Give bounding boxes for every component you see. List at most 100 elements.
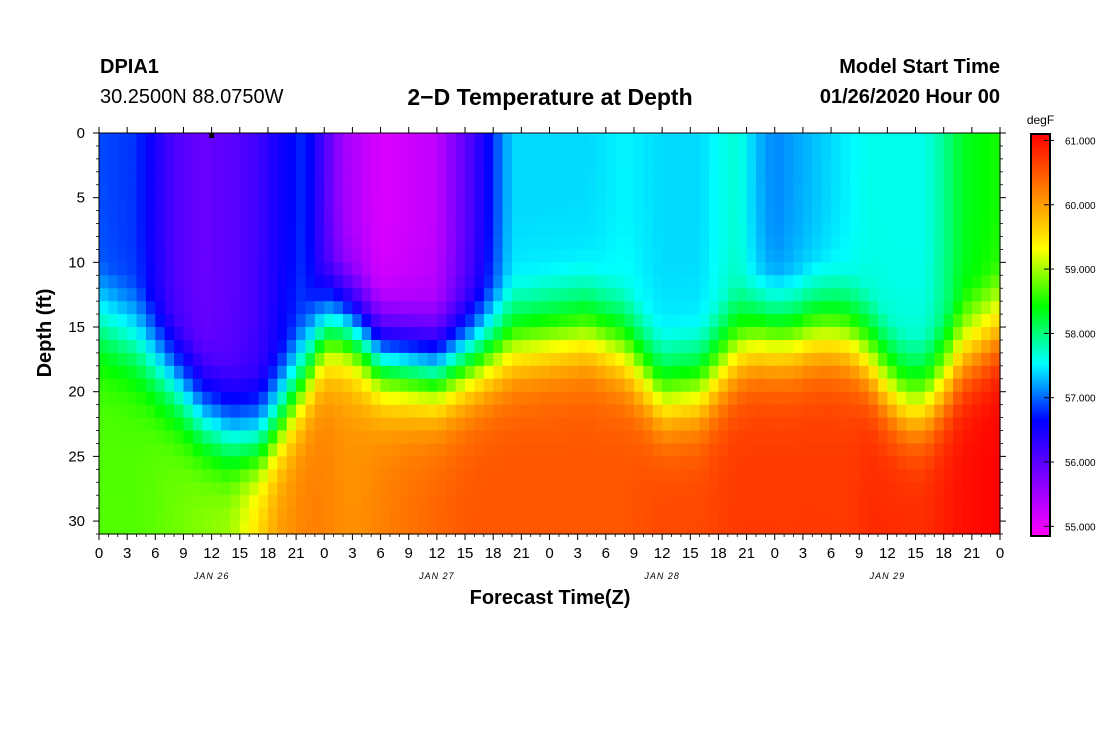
heatmap-cell bbox=[981, 197, 992, 212]
heatmap-cell bbox=[915, 327, 926, 341]
heatmap-cell bbox=[868, 482, 879, 496]
heatmap-cell bbox=[971, 327, 982, 341]
heatmap-cell bbox=[258, 197, 269, 212]
heatmap-cell bbox=[680, 443, 691, 457]
heatmap-cell bbox=[746, 145, 757, 160]
heatmap-cell bbox=[887, 456, 898, 470]
heatmap-cell bbox=[690, 352, 701, 367]
heatmap-cell bbox=[267, 288, 278, 302]
heatmap-cell bbox=[577, 288, 588, 302]
heatmap-cell bbox=[371, 404, 382, 419]
heatmap-cell bbox=[511, 327, 522, 341]
heatmap-cell bbox=[333, 288, 344, 302]
heatmap-cell bbox=[324, 158, 335, 173]
heatmap-cell bbox=[906, 391, 917, 406]
heatmap-cell bbox=[924, 417, 935, 432]
heatmap-cell bbox=[605, 495, 616, 509]
heatmap-cell bbox=[455, 327, 466, 341]
heatmap-cell bbox=[267, 495, 278, 509]
heatmap-cell bbox=[746, 197, 757, 212]
heatmap-cell bbox=[530, 339, 541, 354]
heatmap-cell bbox=[953, 158, 964, 173]
heatmap-cell bbox=[577, 197, 588, 212]
heatmap-cell bbox=[652, 391, 663, 406]
heatmap-cell bbox=[361, 391, 372, 406]
heatmap-cell bbox=[540, 145, 551, 160]
heatmap-cell bbox=[906, 404, 917, 419]
heatmap-cell bbox=[202, 339, 213, 354]
heatmap-cell bbox=[99, 482, 109, 496]
heatmap-cell bbox=[333, 210, 344, 225]
heatmap-cell bbox=[746, 456, 757, 470]
heatmap-cell bbox=[802, 210, 813, 225]
heatmap-cell bbox=[511, 288, 522, 302]
heatmap-cell bbox=[821, 197, 832, 212]
heatmap-cell bbox=[671, 249, 682, 263]
heatmap-cell bbox=[521, 521, 532, 535]
heatmap-cell bbox=[436, 133, 447, 147]
heatmap-cell bbox=[615, 339, 626, 354]
heatmap-cell bbox=[953, 262, 964, 276]
heatmap-cell bbox=[258, 391, 269, 406]
heatmap-cell bbox=[474, 327, 485, 341]
heatmap-cell bbox=[727, 133, 738, 147]
heatmap-cell bbox=[868, 365, 879, 380]
heatmap-cell bbox=[389, 223, 400, 238]
station-id: DPIA1 bbox=[100, 56, 159, 78]
heatmap-cell bbox=[877, 275, 888, 289]
heatmap-cell bbox=[127, 456, 138, 470]
heatmap-cell bbox=[746, 133, 757, 147]
heatmap-cell bbox=[549, 443, 560, 457]
heatmap-cell bbox=[652, 210, 663, 225]
heatmap-cell bbox=[465, 456, 476, 470]
heatmap-cell bbox=[117, 301, 128, 315]
heatmap-cell bbox=[577, 521, 588, 535]
heatmap-cell bbox=[549, 508, 560, 522]
heatmap-cell bbox=[934, 184, 945, 199]
heatmap-cell bbox=[821, 378, 832, 393]
heatmap-cell bbox=[784, 158, 795, 173]
heatmap-cell bbox=[192, 210, 203, 225]
heatmap-cell bbox=[981, 184, 992, 199]
heatmap-cell bbox=[549, 339, 560, 354]
heatmap-cell bbox=[155, 288, 166, 302]
heatmap-cell bbox=[943, 404, 954, 419]
heatmap-cell bbox=[868, 430, 879, 445]
heatmap-cell bbox=[981, 158, 992, 173]
heatmap-cell bbox=[821, 482, 832, 496]
heatmap-cell bbox=[418, 184, 429, 199]
heatmap-cell bbox=[821, 171, 832, 186]
heatmap-cell bbox=[296, 301, 307, 315]
heatmap-cell bbox=[558, 223, 569, 238]
date-label: JAN 26 bbox=[193, 571, 230, 581]
heatmap-cell bbox=[709, 314, 720, 328]
heatmap-cell bbox=[511, 430, 522, 445]
heatmap-cell bbox=[108, 327, 119, 341]
heatmap-cell bbox=[812, 288, 823, 302]
heatmap-cell bbox=[399, 288, 410, 302]
heatmap-cell bbox=[239, 495, 250, 509]
heatmap-cell bbox=[915, 365, 926, 380]
heatmap-cell bbox=[577, 508, 588, 522]
heatmap-cell bbox=[108, 158, 119, 173]
heatmap-cell bbox=[624, 158, 635, 173]
heatmap-cell bbox=[183, 210, 194, 225]
heatmap-cell bbox=[690, 495, 701, 509]
heatmap-cell bbox=[831, 443, 842, 457]
heatmap-cell bbox=[577, 158, 588, 173]
heatmap-cell bbox=[258, 301, 269, 315]
heatmap-cell bbox=[371, 482, 382, 496]
heatmap-cell bbox=[840, 133, 851, 147]
heatmap-cell bbox=[896, 145, 907, 160]
heatmap-cell bbox=[380, 223, 391, 238]
heatmap-cell bbox=[202, 145, 213, 160]
heatmap-cell bbox=[924, 314, 935, 328]
heatmap-cell bbox=[202, 314, 213, 328]
heatmap-cell bbox=[380, 145, 391, 160]
heatmap-cell bbox=[493, 133, 504, 147]
heatmap-cell bbox=[540, 456, 551, 470]
heatmap-cell bbox=[267, 469, 278, 483]
heatmap-cell bbox=[709, 404, 720, 419]
heatmap-cell bbox=[662, 378, 673, 393]
heatmap-cell bbox=[643, 327, 654, 341]
